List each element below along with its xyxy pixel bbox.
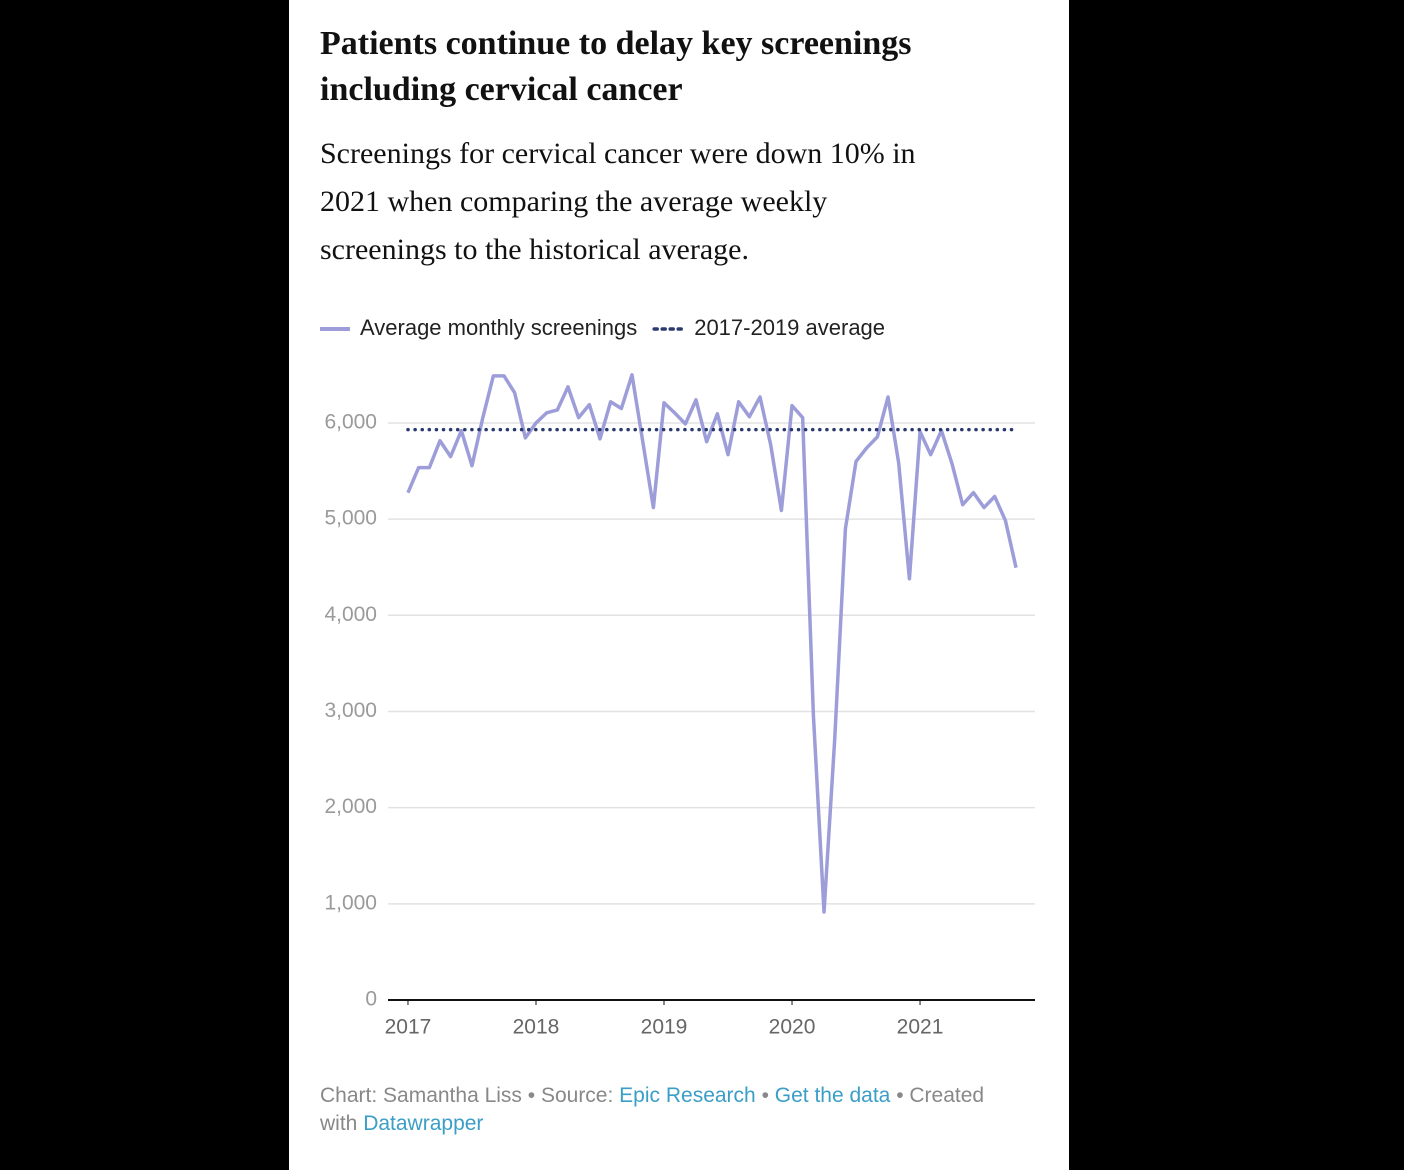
panel <box>289 0 1069 1170</box>
legend-label: Average monthly screenings <box>360 315 637 340</box>
link[interactable]: Epic Research <box>619 1084 756 1107</box>
subtitle: screenings to the historical average. <box>320 233 749 266</box>
line <box>406 373 1018 914</box>
footer: Chart: Samantha Liss • Source: Epic Rese… <box>320 1082 1020 1138</box>
y-tick-label: 3,000 <box>324 699 377 722</box>
chart-title: Patients continue to delay key screening… <box>320 25 912 62</box>
chart-title: including cervical cancer <box>320 71 683 108</box>
footer-text: • <box>755 1084 775 1107</box>
link[interactable]: Datawrapper <box>363 1112 484 1135</box>
legend-label: 2017-2019 average <box>694 315 885 340</box>
y-tick-label: 2,000 <box>324 795 377 818</box>
x-tick-label: 2019 <box>641 1016 688 1039</box>
footer-text: Chart: Samantha Liss • Source: <box>320 1084 620 1107</box>
subtitle: Screenings for cervical cancer were down… <box>320 137 916 170</box>
y-tick-label: 1,000 <box>324 891 377 914</box>
y-tick-label: 6,000 <box>324 410 377 433</box>
y-tick-label: 4,000 <box>324 603 377 626</box>
footer-text: • Created with <box>320 1084 985 1135</box>
x-tick-label: 2017 <box>385 1016 432 1039</box>
x-tick-label: 2018 <box>513 1016 560 1039</box>
x-tick-label: 2021 <box>897 1016 944 1039</box>
y-tick-label: 0 <box>365 988 377 1011</box>
x-tick-label: 2020 <box>769 1016 816 1039</box>
link[interactable]: Get the data <box>774 1084 891 1107</box>
y-tick-label: 5,000 <box>324 507 377 530</box>
subtitle: 2021 when comparing the average weekly <box>320 185 827 218</box>
